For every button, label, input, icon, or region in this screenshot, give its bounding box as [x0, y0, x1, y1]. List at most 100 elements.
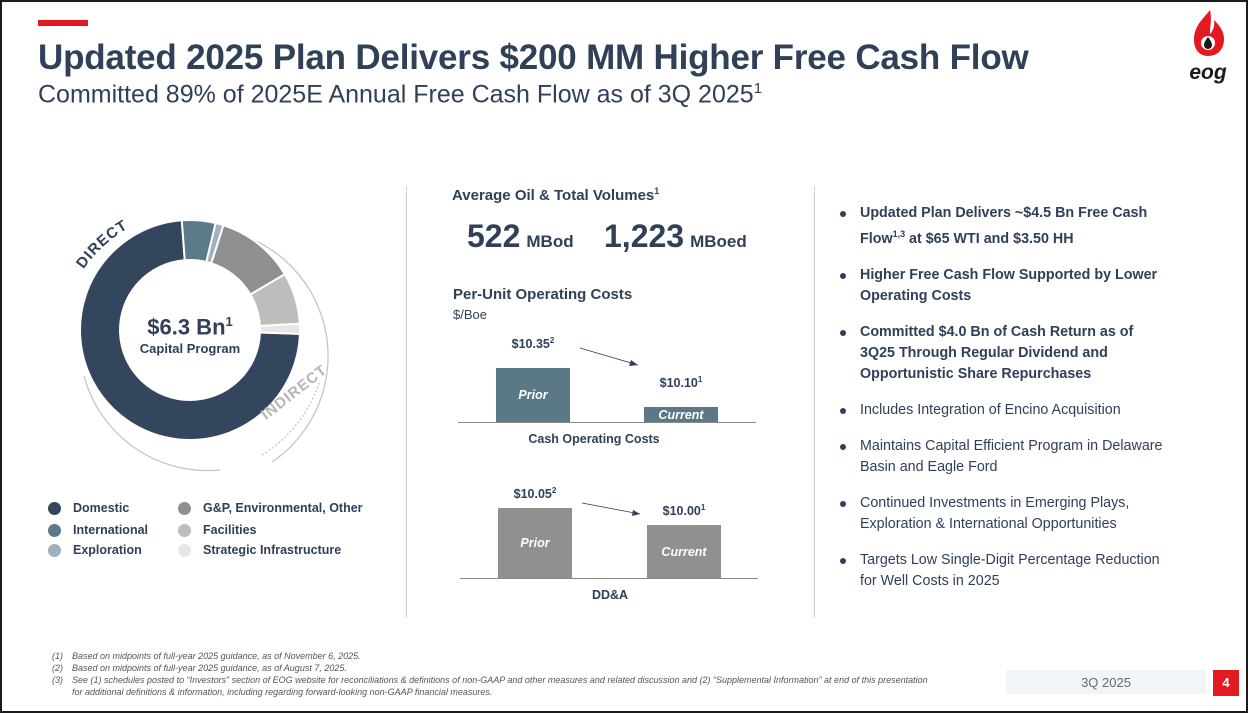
value-footnote: 1 — [700, 503, 706, 512]
slice-strategic-infrastructure — [258, 322, 301, 335]
value-label-current-dda: $10.001 — [639, 503, 729, 518]
eog-logo: eog — [1180, 6, 1236, 89]
footnote-number: (1) — [52, 651, 63, 661]
bullet-cash-return: Committed $4.0 Bn of Cash Return as of 3… — [838, 322, 1168, 385]
legend-item-gp-environmental-other: G&P, Environmental, Other — [178, 501, 363, 515]
legend-item-exploration: Exploration — [48, 543, 142, 557]
oil-volume-unit: MBod — [526, 232, 574, 251]
donut-center: $6.3 Bn1 Capital Program — [120, 314, 260, 356]
legend-dot-facilities — [178, 523, 191, 537]
footnote-1: (1) Based on midpoints of full-year 2025 … — [52, 650, 932, 662]
capital-label: Capital Program — [139, 341, 241, 357]
footnote-number: (3) — [52, 675, 63, 685]
bar-current-cash-operating: Current — [644, 407, 718, 422]
bullet-dot — [840, 211, 846, 217]
legend-item-international: International — [48, 523, 148, 537]
bullet-footnote: 1,3 — [892, 229, 906, 239]
bullet-free-cash-flow: Updated Plan Delivers ~$4.5 Bn Free Cash… — [838, 203, 1168, 250]
footnote-text: Based on midpoints of full-year 2025 gui… — [72, 651, 361, 661]
bullet-dot — [840, 557, 846, 564]
page-number: 4 — [1213, 670, 1239, 696]
bullet-text: Updated Plan Delivers ~$4.5 Bn Free Cash… — [860, 205, 1148, 247]
chart-category-cash-operating: Cash Operating Costs — [528, 432, 660, 446]
operating-costs-units: $/Boe — [453, 307, 487, 322]
title-accent-bar — [38, 20, 88, 26]
value-text: $10.35 — [511, 337, 550, 352]
oil-volume-value: 522 — [467, 218, 521, 254]
subtitle-footnote-ref: 1 — [753, 80, 763, 97]
trend-arrow — [581, 502, 641, 516]
subtitle-text: Committed 89% of 2025E Annual Free Cash … — [38, 80, 754, 109]
oil-volume: 522 MBod — [467, 218, 574, 255]
bullet-dot — [840, 329, 846, 336]
operating-costs-heading: Per-Unit Operating Costs — [453, 286, 633, 303]
bullet-capital-efficient: Maintains Capital Efficient Program in D… — [838, 436, 1168, 478]
capital-value: $6.3 Bn1 — [120, 314, 260, 340]
bullet-text-after: at $65 WTI and $3.50 HH — [905, 230, 1074, 247]
legend-dot-strategic — [178, 543, 191, 557]
value-label-prior-dda: $10.052 — [490, 486, 580, 501]
legend-dot-gp — [178, 501, 191, 515]
bar-prior-cash-operating: Prior — [496, 368, 570, 422]
value-label-prior-cash-operating: $10.352 — [488, 336, 578, 351]
capital-program-donut: DIRECT INDIRECT — [50, 180, 331, 485]
volumes-heading-footnote: 1 — [654, 186, 660, 196]
donut-legend: Domestic International Exploration G&P, … — [48, 498, 388, 568]
legend-item-strategic-infrastructure: Strategic Infrastructure — [178, 543, 341, 557]
bullet-dot — [840, 272, 846, 279]
footnote-number: (2) — [52, 663, 63, 673]
bullet-dot — [840, 443, 846, 450]
legend-label: Exploration — [73, 543, 142, 557]
value-text: $10.00 — [662, 504, 701, 519]
page-title: Updated 2025 Plan Delivers $200 MM Highe… — [38, 38, 1029, 77]
total-volume: 1,223 MBoed — [604, 218, 747, 255]
value-footnote: 2 — [549, 336, 555, 345]
footnote-text: See (1) schedules posted to “Investors” … — [72, 675, 928, 697]
legend-dot-domestic — [48, 501, 61, 515]
bar-prior-dda: Prior — [498, 508, 572, 578]
legend-label: Domestic — [73, 501, 130, 515]
capital-value-footnote: 1 — [225, 314, 233, 329]
value-footnote: 2 — [551, 486, 557, 495]
page-subtitle: Committed 89% of 2025E Annual Free Cash … — [38, 80, 762, 109]
value-label-current-cash-operating: $10.101 — [636, 375, 726, 390]
bullet-well-costs: Targets Low Single-Digit Percentage Redu… — [838, 550, 1168, 592]
period-label: 3Q 2025 — [1006, 670, 1206, 694]
legend-label: Facilities — [203, 523, 257, 537]
trend-arrow — [579, 347, 639, 366]
legend-label: G&P, Environmental, Other — [203, 501, 363, 515]
footnote-2: (2) Based on midpoints of full-year 2025 … — [52, 662, 932, 674]
bullet-text: Higher Free Cash Flow Supported by Lower… — [860, 266, 1158, 304]
bullet-encino: Includes Integration of Encino Acquisiti… — [838, 400, 1168, 421]
key-points-list: Updated Plan Delivers ~$4.5 Bn Free Cash… — [838, 203, 1168, 607]
bullet-text: Targets Low Single-Digit Percentage Redu… — [860, 551, 1160, 589]
bullet-operating-costs: Higher Free Cash Flow Supported by Lower… — [838, 265, 1168, 307]
volumes-heading-text: Average Oil & Total Volumes — [452, 187, 655, 204]
bullet-dot — [840, 407, 846, 414]
bar-current-dda: Current — [647, 525, 721, 578]
bullet-text: Continued Investments in Emerging Plays,… — [860, 494, 1130, 532]
legend-dot-exploration — [48, 543, 61, 557]
bullet-text: Committed $4.0 Bn of Cash Return as of 3… — [860, 323, 1134, 382]
chart-baseline — [460, 578, 758, 579]
legend-item-domestic: Domestic — [48, 501, 129, 515]
legend-item-facilities: Facilities — [178, 523, 257, 537]
column-divider-left — [406, 186, 407, 618]
bullet-dot — [840, 500, 846, 507]
bullet-emerging-plays: Continued Investments in Emerging Plays,… — [838, 493, 1168, 535]
legend-label: Strategic Infrastructure — [203, 543, 342, 557]
total-volume-unit: MBoed — [690, 232, 747, 251]
legend-dot-international — [48, 523, 61, 537]
value-text: $10.05 — [513, 487, 552, 502]
capital-value-text: $6.3 Bn — [147, 314, 226, 340]
logo-wordmark: eog — [1189, 61, 1227, 84]
total-volume-value: 1,223 — [604, 218, 685, 254]
bullet-text: Maintains Capital Efficient Program in D… — [860, 437, 1163, 475]
footnotes: (1) Based on midpoints of full-year 2025 … — [52, 650, 932, 698]
volumes-heading: Average Oil & Total Volumes1 — [452, 186, 659, 204]
legend-label: International — [73, 523, 149, 537]
footnote-text: Based on midpoints of full-year 2025 gui… — [72, 663, 347, 673]
column-divider-right — [814, 186, 815, 618]
value-footnote: 1 — [697, 375, 703, 384]
value-text: $10.10 — [659, 376, 698, 391]
